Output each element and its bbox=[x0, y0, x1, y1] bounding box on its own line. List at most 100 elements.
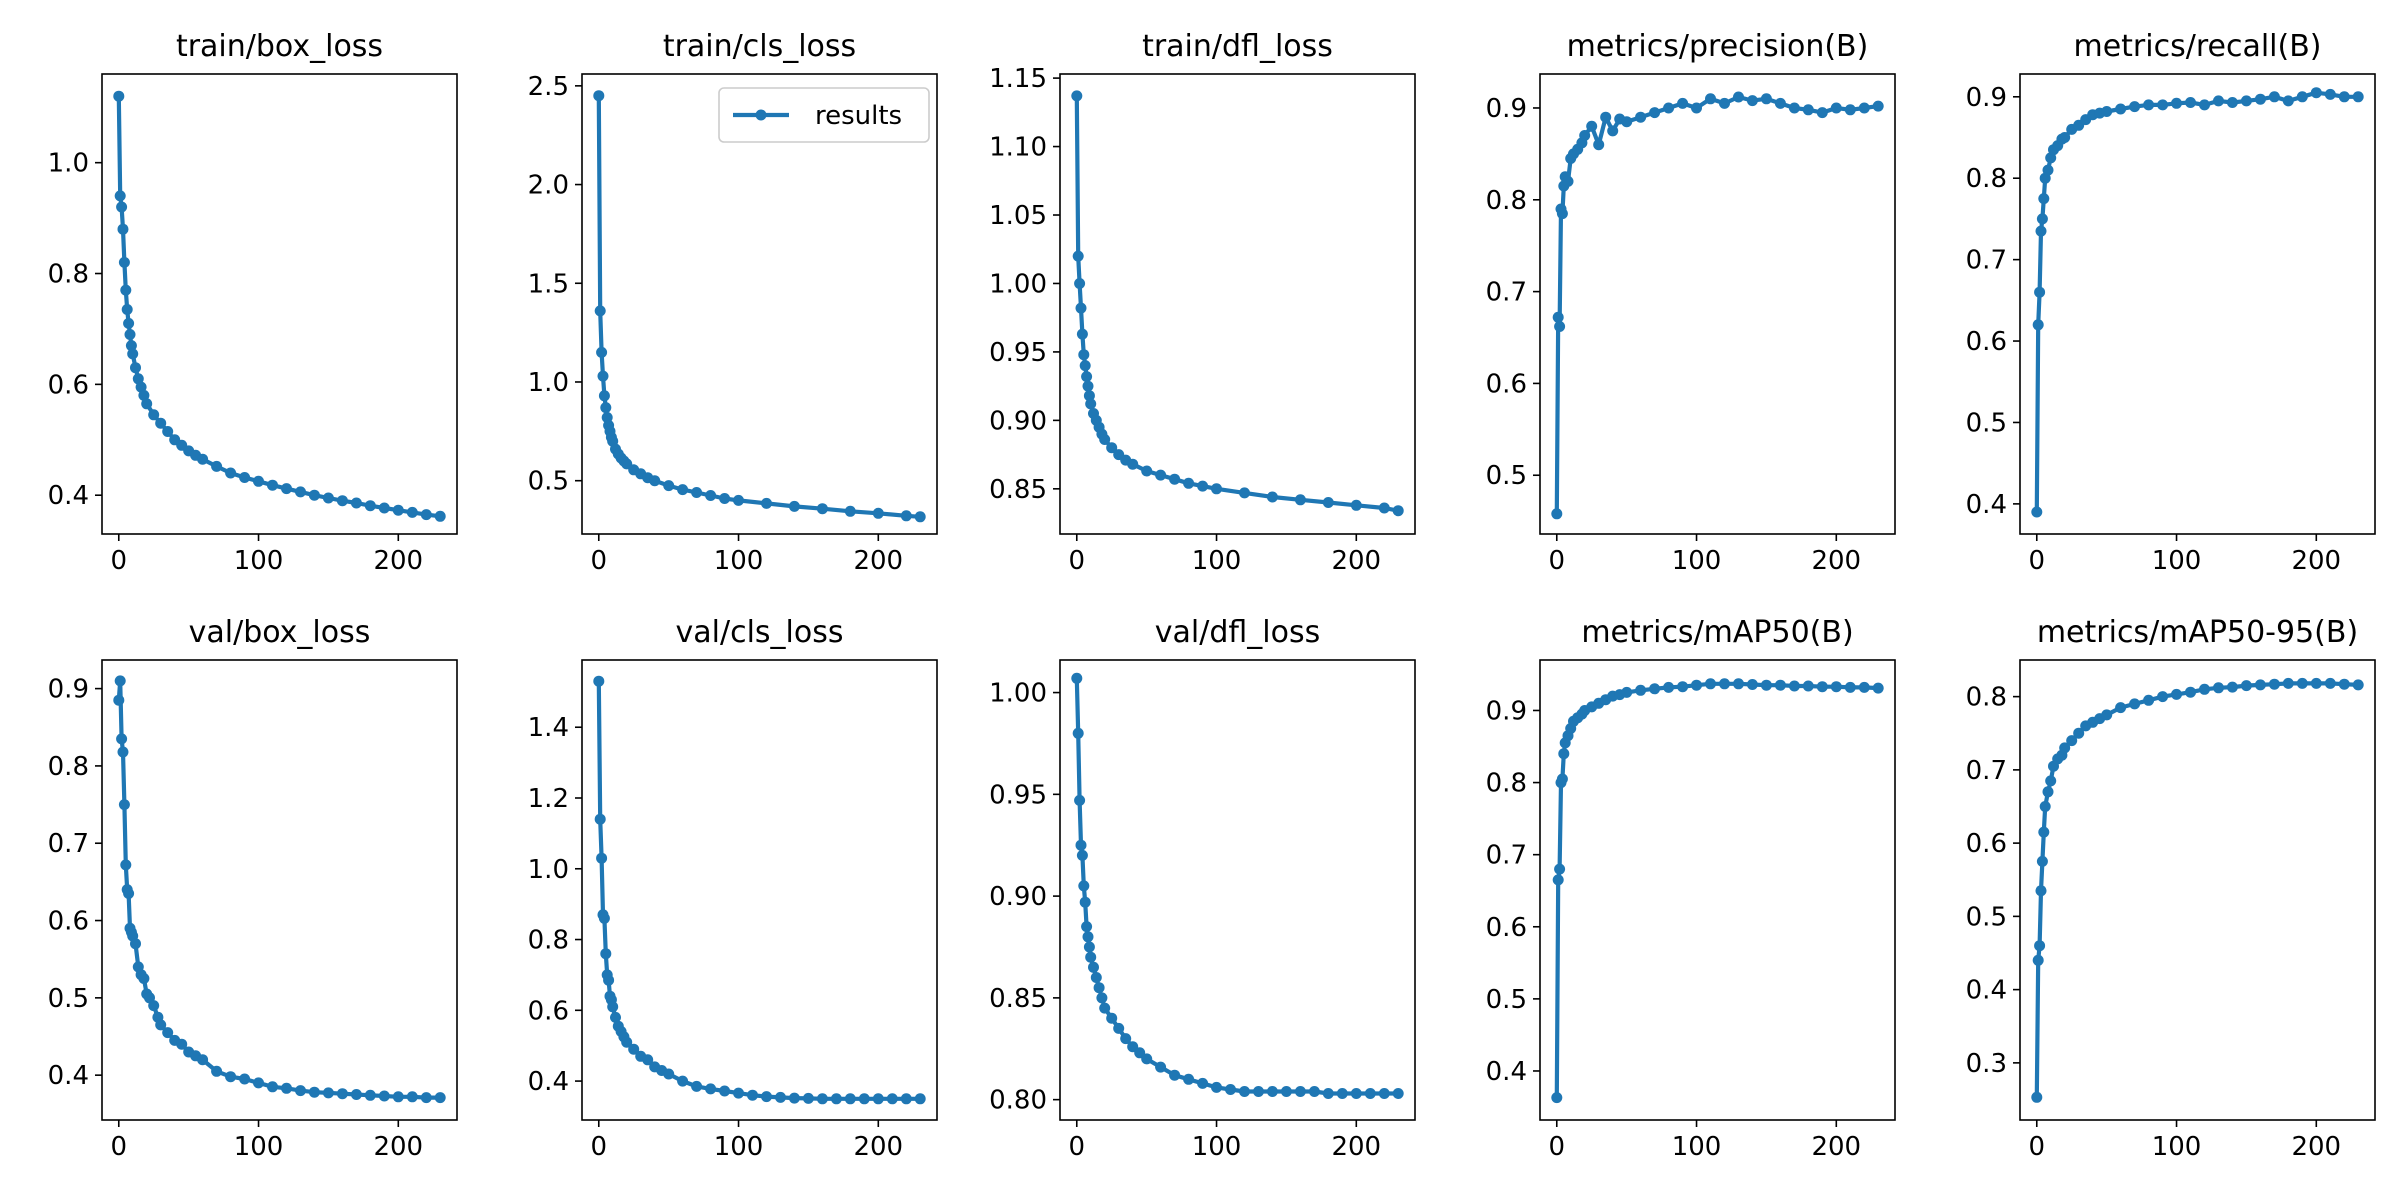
axes-frame bbox=[101, 73, 458, 535]
data-point bbox=[392, 1091, 404, 1103]
data-point bbox=[1858, 681, 1870, 693]
data-point bbox=[1677, 681, 1689, 693]
data-point bbox=[2240, 95, 2252, 107]
data-point bbox=[844, 505, 856, 517]
data-point bbox=[2199, 683, 2210, 695]
data-point bbox=[1085, 951, 1097, 963]
data-point bbox=[1099, 434, 1111, 445]
y-tick-label: 1.15 bbox=[989, 64, 1047, 94]
data-point bbox=[406, 506, 418, 518]
data-point bbox=[900, 1093, 912, 1105]
data-point bbox=[322, 1087, 334, 1099]
data-point bbox=[596, 346, 608, 358]
data-point bbox=[2185, 686, 2196, 698]
data-point bbox=[2226, 681, 2238, 693]
y-tick-label: 0.8 bbox=[528, 926, 569, 956]
y-tick-label: 0.85 bbox=[989, 984, 1047, 1014]
data-point bbox=[677, 1075, 689, 1087]
data-point bbox=[2034, 940, 2046, 952]
y-tick-label: 0.8 bbox=[48, 260, 89, 290]
data-point bbox=[1085, 398, 1097, 410]
y-tick-label: 2.0 bbox=[528, 171, 569, 201]
data-point bbox=[2226, 97, 2238, 108]
data-point bbox=[2059, 742, 2071, 754]
data-point bbox=[1079, 896, 1091, 908]
data-point bbox=[1088, 961, 1099, 973]
data-point bbox=[1239, 1086, 1250, 1097]
data-point bbox=[2115, 702, 2127, 714]
x-tick-label: 200 bbox=[1811, 546, 1861, 576]
data-point bbox=[1802, 104, 1814, 116]
data-point bbox=[900, 510, 912, 522]
data-point bbox=[1183, 477, 1195, 489]
data-point bbox=[113, 694, 125, 706]
x-tick-label: 200 bbox=[373, 1132, 423, 1162]
data-point bbox=[2032, 319, 2044, 331]
data-point bbox=[663, 1068, 675, 1080]
data-point bbox=[719, 1085, 731, 1097]
data-point bbox=[1691, 679, 1702, 691]
data-point bbox=[691, 487, 703, 498]
data-point bbox=[593, 90, 605, 102]
data-point bbox=[127, 348, 139, 360]
y-tick-label: 0.95 bbox=[989, 338, 1047, 368]
data-point bbox=[114, 190, 126, 202]
data-point bbox=[1649, 107, 1661, 119]
data-point bbox=[677, 484, 689, 496]
y-tick-label: 1.05 bbox=[989, 201, 1047, 231]
y-tick-label: 0.8 bbox=[1486, 186, 1527, 216]
axes-frame bbox=[1539, 73, 1896, 535]
data-point bbox=[2032, 954, 2044, 966]
data-point bbox=[123, 317, 135, 329]
data-point bbox=[135, 381, 147, 393]
chart-panel: metrics/precision(B) 0 100 200 0.5 0.6 0.7 0.8 0… bbox=[1486, 29, 1896, 576]
data-point bbox=[1350, 499, 1362, 511]
data-point bbox=[2101, 709, 2113, 721]
data-point bbox=[788, 500, 800, 512]
data-point bbox=[1600, 111, 1612, 123]
data-point bbox=[705, 1083, 717, 1095]
data-point bbox=[1552, 874, 1564, 886]
data-point bbox=[1621, 116, 1633, 128]
data-point bbox=[1141, 465, 1153, 477]
y-tick-label: 0.95 bbox=[989, 780, 1047, 810]
data-point bbox=[118, 799, 130, 811]
chart-panel: metrics/mAP50-95(B) 0 100 200 0.3 0.4 0.5 0.6 0.… bbox=[1966, 615, 2376, 1162]
data-point bbox=[2310, 677, 2322, 689]
data-point bbox=[2115, 103, 2127, 115]
x-tick-label: 0 bbox=[590, 1132, 607, 1162]
chart-panel: train/dfl_loss 0 100 200 0.85 0.90 0.95 1.00 1.0… bbox=[989, 29, 1416, 576]
y-tick-label: 0.90 bbox=[989, 882, 1047, 912]
y-tick-label: 0.6 bbox=[48, 370, 89, 400]
data-point bbox=[1551, 508, 1563, 520]
data-point bbox=[1127, 458, 1139, 470]
data-point bbox=[1075, 839, 1087, 851]
data-point bbox=[295, 1085, 306, 1097]
data-point bbox=[1225, 1084, 1236, 1095]
data-point bbox=[598, 390, 610, 402]
x-tick-label: 200 bbox=[1331, 546, 1381, 576]
data-point bbox=[733, 1087, 744, 1099]
data-point bbox=[113, 90, 125, 102]
data-point bbox=[2296, 91, 2308, 103]
data-point bbox=[336, 1088, 348, 1100]
y-tick-label: 0.6 bbox=[1486, 913, 1527, 943]
data-point bbox=[1082, 380, 1094, 392]
chart-panel: val/cls_loss 0 100 200 0.4 0.6 0.8 1.0 1.2 1.4 bbox=[528, 615, 938, 1162]
data-point bbox=[1760, 679, 1772, 691]
data-point bbox=[1554, 321, 1566, 332]
y-tick-label: 0.5 bbox=[1966, 408, 2007, 438]
data-point bbox=[2035, 225, 2047, 237]
y-tick-label: 0.3 bbox=[1966, 1049, 2007, 1079]
data-point bbox=[2066, 735, 2078, 747]
data-point bbox=[116, 733, 128, 745]
data-point bbox=[1872, 682, 1884, 694]
data-point bbox=[197, 1054, 209, 1066]
y-tick-label: 0.9 bbox=[1966, 83, 2007, 113]
data-point bbox=[130, 362, 141, 374]
data-point bbox=[124, 329, 136, 340]
data-point bbox=[2324, 677, 2336, 689]
data-point bbox=[239, 1073, 251, 1085]
y-tick-label: 0.8 bbox=[1486, 769, 1527, 799]
